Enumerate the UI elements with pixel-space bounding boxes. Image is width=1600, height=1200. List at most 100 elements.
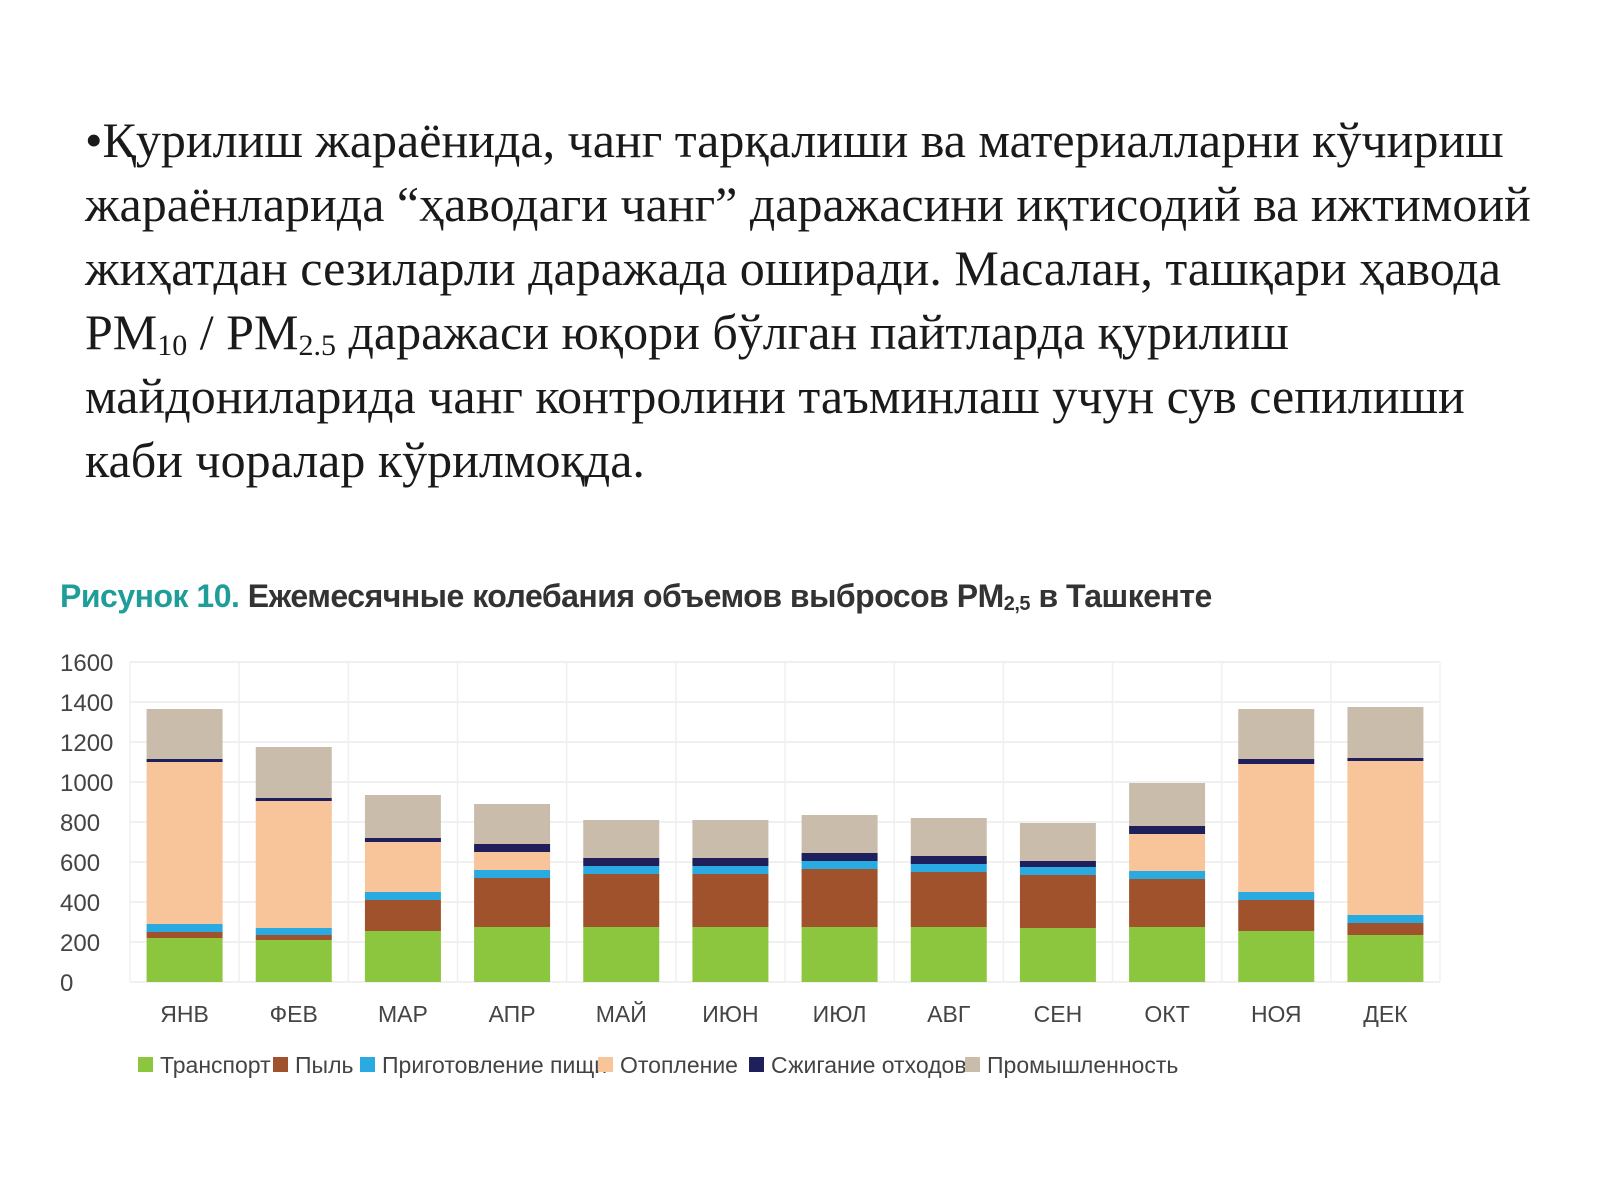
legend-label: Транспорт: [160, 1052, 271, 1078]
bar-segment-0: [1347, 935, 1424, 982]
legend-label: Приготовление пищи: [382, 1052, 607, 1078]
y-tick-label: 400: [60, 890, 100, 917]
bar-segment-3: [474, 852, 551, 870]
bar-segment-5: [583, 820, 660, 858]
bar-segment-4: [1019, 861, 1096, 867]
x-tick-label: АВГ: [927, 1001, 971, 1027]
bar-segment-0: [583, 927, 660, 982]
bar-segment-4: [364, 838, 441, 842]
y-tick-label: 600: [60, 850, 100, 877]
chart-legend: Транспорт Пыль Приготовление пищи Отопление…: [138, 1052, 1178, 1078]
x-tick-label: СЕН: [1034, 1001, 1083, 1027]
bar-segment-5: [910, 818, 987, 856]
bar-segment-2: [910, 864, 987, 872]
legend-label: Отопление: [620, 1052, 738, 1078]
legend-swatch: [749, 1057, 764, 1072]
bar-segment-4: [255, 798, 332, 801]
legend-label: Пыль: [295, 1052, 353, 1078]
figure-title: Рисунок 10. Ежемесячные колебания объемо…: [60, 578, 1212, 616]
figure-title-subscript: 2,5: [1003, 593, 1031, 615]
chart-bars: [146, 707, 1424, 982]
bar-segment-4: [910, 856, 987, 864]
bar-segment-5: [1347, 707, 1424, 758]
bar-segment-2: [1129, 871, 1206, 879]
figure-title-main: Ежемесячные колебания объемов выбросов P…: [239, 578, 1004, 614]
bar-segment-5: [1129, 783, 1206, 826]
legend-swatch: [598, 1057, 613, 1072]
bar-segment-1: [692, 874, 769, 927]
y-tick-label: 200: [60, 930, 100, 957]
bar-segment-5: [255, 747, 332, 798]
x-tick-label: ЯНВ: [160, 1001, 209, 1027]
bar-segment-0: [1238, 931, 1315, 982]
bar-segment-0: [364, 931, 441, 982]
bar-segment-5: [692, 820, 769, 858]
bar-segment-2: [1347, 915, 1424, 923]
bar-segment-1: [583, 874, 660, 927]
bar-segment-2: [474, 870, 551, 878]
bar-segment-4: [474, 844, 551, 852]
bar-segment-1: [1238, 900, 1315, 931]
bar-segment-3: [255, 801, 332, 928]
x-tick-label: ФЕВ: [270, 1001, 318, 1027]
bar-segment-2: [364, 892, 441, 900]
bar-segment-0: [1129, 927, 1206, 982]
bar-segment-0: [474, 927, 551, 982]
y-tick-label: 0: [60, 970, 73, 997]
bar-segment-5: [364, 795, 441, 838]
y-axis: 1600 1400 1200 1000 800 600 400 200 0: [60, 650, 113, 997]
x-tick-label: ИЮЛ: [813, 1001, 867, 1027]
bar-segment-4: [1238, 759, 1315, 764]
y-tick-label: 1400: [60, 690, 113, 717]
bar-segment-3: [1347, 761, 1424, 915]
bar-segment-3: [364, 842, 441, 892]
legend-label: Сжигание отходов: [771, 1052, 967, 1078]
bar-segment-0: [801, 927, 878, 982]
legend-label: Промышленность: [987, 1052, 1178, 1078]
bar-segment-1: [1347, 923, 1424, 935]
bar-segment-2: [146, 924, 223, 932]
bar-segment-5: [474, 804, 551, 844]
bar-segment-4: [146, 759, 223, 762]
body-paragraph: •Қурилиш жараёнида, чанг тарқалиши ва ма…: [85, 108, 1565, 492]
bar-segment-5: [1238, 709, 1315, 759]
bar-segment-4: [801, 853, 878, 861]
x-tick-label: МАЙ: [596, 1000, 647, 1027]
paragraph-text-2: / PM: [187, 304, 299, 360]
bar-segment-1: [1129, 879, 1206, 927]
bar-segment-0: [910, 927, 987, 982]
x-tick-label: ОКТ: [1144, 1001, 1189, 1027]
x-axis: ЯНВ ФЕВ МАР АПР МАЙ ИЮН ИЮЛ АВГ СЕН ОКТ НОЯ ДЕК: [160, 1000, 1408, 1027]
y-tick-label: 800: [60, 810, 100, 837]
legend-swatch: [273, 1057, 288, 1072]
paragraph-text-1: •Қурилиш жараёнида, чанг тарқалиши ва ма…: [85, 112, 1531, 360]
bar-segment-0: [692, 927, 769, 982]
bar-segment-0: [1019, 928, 1096, 982]
bar-segment-4: [1347, 758, 1424, 761]
bar-segment-4: [583, 858, 660, 866]
bar-segment-4: [692, 858, 769, 866]
bar-segment-3: [1129, 834, 1206, 871]
legend-swatch: [138, 1057, 153, 1072]
bar-segment-1: [801, 869, 878, 927]
x-tick-label: НОЯ: [1251, 1001, 1302, 1027]
bar-segment-1: [1019, 875, 1096, 928]
figure-title-end: в Ташкенте: [1030, 578, 1212, 614]
x-tick-label: ДЕК: [1363, 1001, 1408, 1027]
pm10-subscript: 10: [157, 329, 188, 362]
y-tick-label: 1600: [60, 650, 113, 677]
bar-segment-1: [364, 900, 441, 931]
x-tick-label: АПР: [489, 1001, 536, 1027]
bar-segment-2: [583, 866, 660, 874]
bar-segment-2: [692, 866, 769, 874]
x-tick-label: МАР: [378, 1001, 428, 1027]
y-tick-label: 1200: [60, 730, 113, 757]
legend-swatch: [360, 1057, 375, 1072]
pm25-subscript: 2.5: [298, 329, 336, 362]
bar-segment-2: [801, 861, 878, 869]
legend-swatch: [965, 1057, 980, 1072]
paragraph-text-3: даражаси юқори бўлган пайтларда қурилиш …: [85, 304, 1465, 488]
bar-segment-4: [1129, 826, 1206, 834]
bar-segment-3: [146, 762, 223, 924]
